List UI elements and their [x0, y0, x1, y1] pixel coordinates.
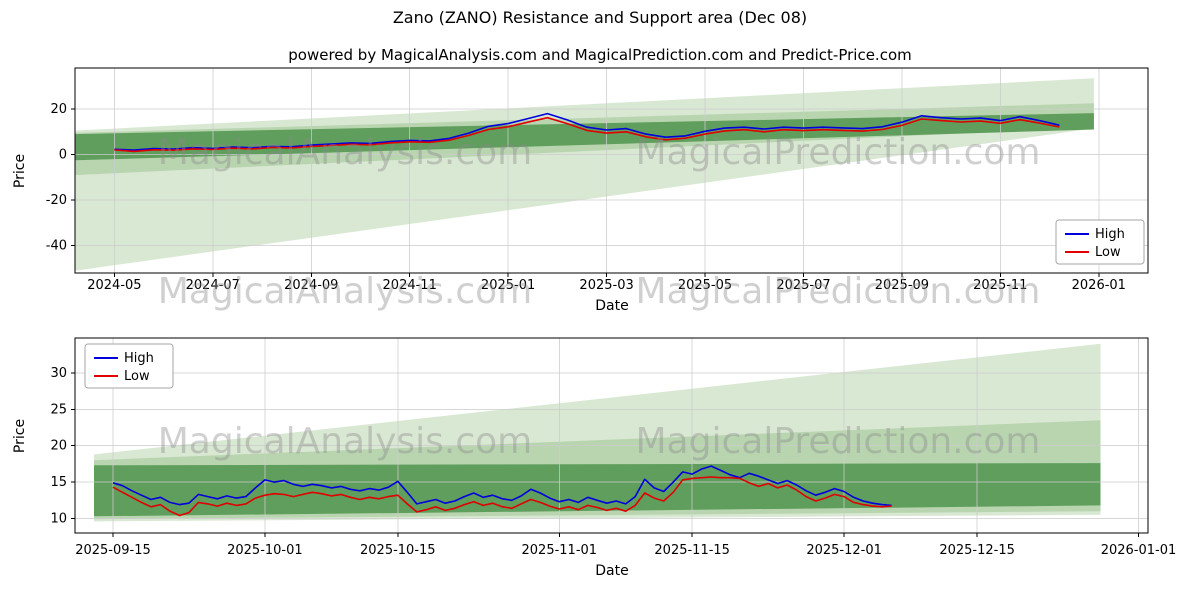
y-axis-label: Price [12, 154, 28, 188]
x-tick-label: 2025-11-15 [654, 543, 730, 558]
watermark-text: MagicalPrediction.com [636, 132, 1041, 173]
y-axis-label: Price [12, 419, 28, 453]
chart-subtitle: powered by MagicalAnalysis.com and Magic… [288, 46, 912, 64]
high-line [114, 112, 1060, 151]
x-tick-label: 2025-09 [875, 278, 929, 293]
x-tick-label: 2026-01 [1072, 278, 1126, 293]
y-tick-label: 30 [50, 366, 67, 381]
legend-label-low: Low [124, 369, 150, 384]
legend: High Low [84, 343, 174, 389]
outer-support-area-band [75, 78, 1094, 271]
y-tick-label: 20 [50, 102, 67, 117]
y-tick-label: 20 [50, 439, 67, 454]
y-tick-label: 25 [50, 402, 67, 417]
core-resistance-band-band [75, 113, 1094, 161]
chart-overview: 2024-05 2024-07 2024-09 2024-11 2025-01 2025-… [12, 67, 1149, 314]
legend-label-high: High [124, 351, 154, 366]
x-tick-label: 2024-07 [186, 278, 240, 293]
core-resistance-band-band [94, 463, 1101, 517]
legend: High Low [1055, 219, 1145, 265]
low-line [112, 476, 892, 517]
x-tick-label: 2025-05 [678, 278, 732, 293]
x-tick-label: 2025-12-15 [939, 543, 1015, 558]
y-tick-label: 15 [50, 475, 67, 490]
x-tick-label: 2025-03 [579, 278, 633, 293]
high-line [112, 465, 892, 507]
watermark-text: MagicalPrediction.com [636, 271, 1041, 312]
x-tick-label: 2026-01-01 [1101, 543, 1177, 558]
legend-label-high: High [1095, 227, 1125, 242]
watermark-text: MagicalAnalysis.com [158, 132, 532, 173]
y-tick-label: 0 [59, 148, 67, 163]
watermark-text: MagicalAnalysis.com [158, 271, 532, 312]
axes-frame [74, 337, 1149, 534]
x-tick-label: 2024-05 [87, 278, 141, 293]
chart-title: Zano (ZANO) Resistance and Support area … [392, 8, 808, 27]
x-axis-label: Date [595, 563, 628, 579]
x-tick-label: 2025-12-01 [806, 543, 882, 558]
x-tick-label: 2025-11-01 [522, 543, 598, 558]
x-tick-label: 2025-07 [776, 278, 830, 293]
axes-frame [74, 67, 1149, 274]
x-tick-label: 2025-09-15 [75, 543, 151, 558]
x-tick-label: 2025-10-01 [227, 543, 303, 558]
y-tick-label: 10 [50, 511, 67, 526]
x-tick-label: 2024-11 [383, 278, 437, 293]
watermark-text: MagicalAnalysis.com [158, 421, 532, 462]
x-tick-label: 2025-10-15 [360, 543, 436, 558]
low-line [114, 116, 1060, 153]
legend-label-low: Low [1095, 245, 1121, 260]
watermark-text: MagicalPrediction.com [636, 421, 1041, 462]
x-tick-label: 2025-11 [973, 278, 1027, 293]
y-tick-label: -40 [46, 239, 67, 254]
y-tick-label: -20 [46, 193, 67, 208]
x-tick-label: 2025-01 [481, 278, 535, 293]
chart-detail: 2025-09-15 2025-10-01 2025-10-15 2025-11-01… [12, 337, 1177, 579]
x-axis-label: Date [595, 298, 628, 314]
x-tick-label: 2024-09 [284, 278, 338, 293]
